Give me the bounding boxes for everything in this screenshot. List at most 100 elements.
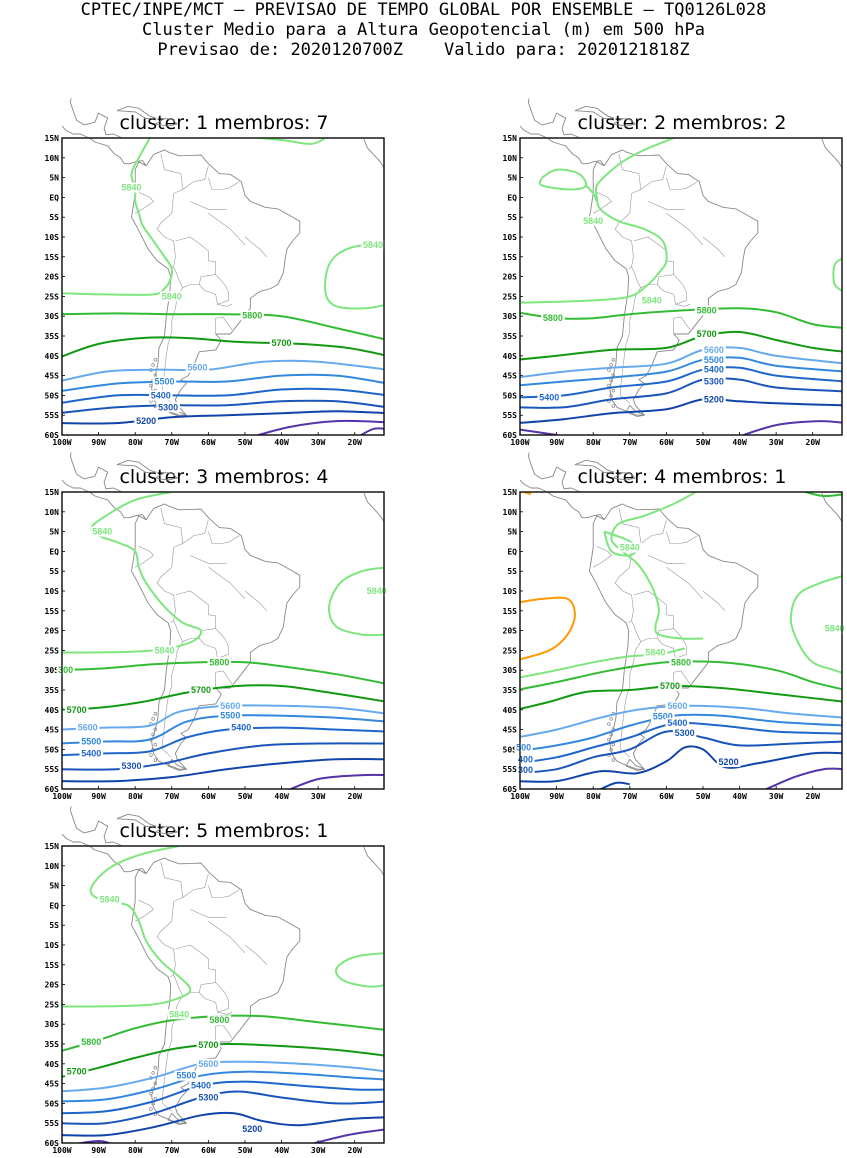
- contour-label: 5800: [697, 305, 717, 315]
- contour-label: 5800: [242, 310, 262, 320]
- map-frame: [519, 137, 843, 436]
- contour-5100: [288, 773, 384, 789]
- contour-5600: [62, 1060, 384, 1093]
- contour-5100: [75, 1139, 112, 1143]
- lat-tick-label: 5N: [49, 174, 59, 183]
- lat-tick-label: 60S: [503, 431, 518, 440]
- lat-tick-label: 15S: [45, 961, 60, 970]
- contour-label: 5800: [543, 313, 563, 323]
- contour-label: 5200: [136, 416, 156, 426]
- contour-label: 5400: [151, 390, 171, 400]
- contour-5800: [520, 660, 842, 691]
- lat-tick-label: 45S: [503, 726, 518, 735]
- lat-tick-label: 30S: [503, 312, 518, 321]
- lat-tick-label: EQ: [49, 547, 59, 556]
- contour-5200: [62, 410, 384, 425]
- lat-tick-label: 40S: [503, 352, 518, 361]
- contour-label: 5500: [220, 711, 240, 721]
- contour-label: 5800: [81, 1037, 101, 1047]
- lon-tick-label: 80W: [128, 792, 143, 801]
- contour-5400: [62, 387, 384, 404]
- lat-tick-label: 10S: [45, 587, 60, 596]
- lat-tick-label: 50S: [45, 391, 60, 400]
- contour-label: 5200: [242, 1124, 262, 1134]
- lon-tick-label: 30W: [311, 792, 326, 801]
- contour-5840: [585, 184, 598, 202]
- contour-5500: [62, 714, 384, 745]
- contour-5400: [62, 726, 384, 757]
- lat-tick-label: 50S: [45, 745, 60, 754]
- lat-tick-label: 50S: [45, 1099, 60, 1108]
- lat-tick-label: 60S: [503, 785, 518, 794]
- contour-5840: [832, 257, 842, 292]
- lat-tick-label: 10S: [45, 941, 60, 950]
- contour-label: 5700: [697, 329, 717, 339]
- lat-tick-label: EQ: [49, 193, 59, 202]
- lon-tick-label: 50W: [238, 1146, 253, 1155]
- contour-label: 5300: [704, 377, 724, 387]
- lat-tick-label: 15S: [45, 607, 60, 616]
- contour-label: 5200: [704, 394, 724, 404]
- lon-tick-label: 60W: [201, 438, 216, 447]
- lon-tick-label: 20W: [806, 792, 821, 801]
- lon-tick-label: 60W: [201, 792, 216, 801]
- contour-label: 5500: [81, 736, 101, 746]
- contour-label: 5840: [169, 1009, 189, 1019]
- lon-tick-label: 50W: [238, 792, 253, 801]
- country-borders: [593, 153, 726, 404]
- lon-tick-label: 80W: [586, 792, 601, 801]
- contour-label: 5840: [122, 183, 142, 193]
- contour-label: 5200: [719, 757, 739, 767]
- coastline: [61, 806, 385, 1125]
- lat-tick-label: 60S: [45, 1139, 60, 1148]
- lat-tick-label: 15S: [503, 607, 518, 616]
- lat-tick-label: 5N: [507, 528, 517, 537]
- lon-tick-label: 20W: [348, 792, 363, 801]
- lat-tick-label: 45S: [503, 372, 518, 381]
- lon-tick-label: 70W: [165, 438, 180, 447]
- lat-tick-label: 15N: [503, 488, 518, 497]
- lon-tick-label: 40W: [274, 1146, 289, 1155]
- contour-5200: [62, 1111, 384, 1137]
- contour-label: 5500: [176, 1071, 196, 1081]
- contour-5840: [610, 492, 704, 640]
- contour-5700: [520, 684, 842, 710]
- contour-label: 5700: [67, 705, 87, 715]
- contour-label: 500: [516, 742, 531, 752]
- lon-tick-label: 100W: [52, 1146, 71, 1155]
- contour-label: 5700: [660, 681, 680, 691]
- map-canvas: 15N 10N 5N EQ 5S 10S 15S 20S 25S 30S 35S 40S 45S 50S 5…: [45, 452, 389, 801]
- contour-5400: [520, 721, 842, 764]
- contour-5800: [805, 492, 842, 498]
- lat-tick-label: 15S: [45, 253, 60, 262]
- lon-tick-label: 40W: [732, 438, 747, 447]
- contour-label: 5840: [363, 240, 383, 250]
- lat-tick-label: 55S: [503, 411, 518, 420]
- lat-tick-label: 25S: [45, 1000, 60, 1009]
- lat-tick-label: 20S: [503, 273, 518, 282]
- contour-label: 5800: [209, 657, 229, 667]
- lat-tick-label: 45S: [45, 1080, 60, 1089]
- lon-tick-label: 90W: [91, 792, 106, 801]
- panel-title-cluster-3: cluster: 3 membros: 4: [119, 466, 329, 488]
- lat-tick-label: 30S: [45, 1020, 60, 1029]
- contour-label: 5400: [539, 392, 559, 402]
- lat-tick-label: 10N: [45, 508, 60, 517]
- lat-tick-label: 20S: [45, 981, 60, 990]
- lon-tick-label: 30W: [311, 1146, 326, 1155]
- panel-title-cluster-5: cluster: 5 membros: 1: [119, 820, 329, 842]
- lat-tick-label: 10N: [45, 862, 60, 871]
- lat-tick-label: 5S: [49, 213, 59, 222]
- contour-5500: [62, 373, 384, 392]
- contour-5100: [740, 420, 842, 435]
- contour-5800: [62, 312, 384, 341]
- contour-label: 5840: [92, 527, 112, 537]
- contour-5500: [62, 1070, 384, 1103]
- lat-tick-label: 25S: [45, 646, 60, 655]
- lat-tick-label: 5N: [49, 882, 59, 891]
- lon-tick-label: 40W: [274, 438, 289, 447]
- contour-label: 5400: [191, 1081, 211, 1091]
- contour-label: 5400: [81, 748, 101, 758]
- contour-label: 400: [518, 754, 533, 764]
- lat-tick-label: 10S: [45, 233, 60, 242]
